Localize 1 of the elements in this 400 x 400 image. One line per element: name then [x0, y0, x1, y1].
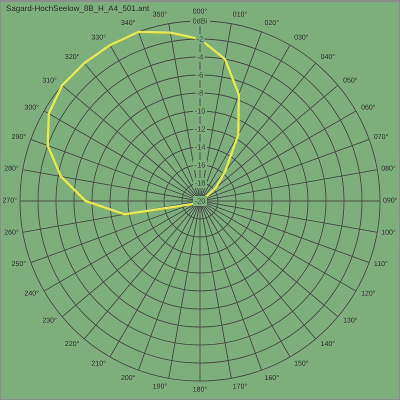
- chart-title: Sagard-HochSeelow_8B_H_A4_501.ant: [6, 4, 150, 14]
